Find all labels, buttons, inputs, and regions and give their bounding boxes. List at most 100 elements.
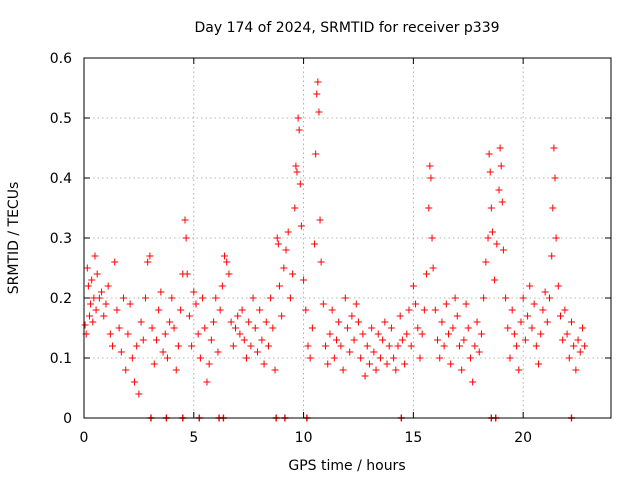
data-point: [348, 312, 356, 320]
data-point: [300, 276, 308, 284]
data-point: [182, 234, 190, 242]
data-point: [273, 234, 281, 242]
data-point: [548, 252, 556, 260]
data-point: [352, 300, 360, 308]
data-point: [168, 294, 176, 302]
data-point: [282, 246, 290, 254]
data-point: [192, 300, 200, 308]
data-point: [513, 342, 521, 350]
data-point: [133, 342, 141, 350]
data-point: [84, 282, 92, 290]
data-point: [485, 150, 493, 158]
data-point: [207, 336, 215, 344]
data-point: [205, 360, 213, 368]
data-point: [203, 378, 211, 386]
data-point: [286, 294, 294, 302]
x-axis-label: GPS time / hours: [288, 458, 405, 474]
data-point: [302, 306, 310, 314]
data-point: [258, 336, 266, 344]
data-point: [85, 312, 93, 320]
y-tick-label: 0.6: [50, 51, 72, 67]
data-point: [570, 342, 578, 350]
data-point: [328, 306, 336, 314]
data-point: [166, 318, 174, 326]
data-point: [426, 162, 434, 170]
data-point: [104, 282, 112, 290]
data-point: [242, 354, 250, 362]
data-point: [379, 336, 387, 344]
data-point: [115, 324, 123, 332]
data-point: [394, 342, 402, 350]
data-point: [365, 360, 373, 368]
data-point: [308, 324, 316, 332]
data-point: [398, 336, 406, 344]
data-point: [460, 336, 468, 344]
data-point: [238, 306, 246, 314]
data-point: [477, 330, 485, 338]
data-point: [185, 312, 193, 320]
data-point: [260, 360, 268, 368]
data-point: [190, 288, 198, 296]
axis-ticks: [83, 57, 611, 419]
data-point: [440, 342, 448, 350]
data-point: [407, 342, 415, 350]
data-point: [322, 342, 330, 350]
data-point: [409, 282, 417, 290]
data-point: [274, 240, 282, 248]
grid-lines: [84, 58, 611, 418]
data-point: [183, 270, 191, 278]
data-point: [559, 336, 567, 344]
data-point: [363, 342, 371, 350]
data-point: [517, 318, 525, 326]
y-tick-label: 0.5: [50, 111, 72, 127]
data-point: [487, 204, 495, 212]
data-point: [486, 168, 494, 176]
data-point: [293, 168, 301, 176]
data-point: [401, 360, 409, 368]
plot-area-frame: [83, 57, 612, 419]
data-point: [271, 366, 279, 374]
data-point: [311, 240, 319, 248]
data-point: [319, 300, 327, 308]
data-point: [471, 342, 479, 350]
data-point: [150, 360, 158, 368]
data-point: [289, 270, 297, 278]
data-point: [423, 270, 431, 278]
data-point: [135, 390, 143, 398]
data-point: [480, 294, 488, 302]
data-point: [556, 312, 564, 320]
data-point: [447, 360, 455, 368]
data-point: [341, 294, 349, 302]
data-point: [473, 318, 481, 326]
data-point: [496, 144, 504, 152]
data-point: [493, 240, 501, 248]
data-point: [314, 78, 322, 86]
data-point: [361, 372, 369, 380]
data-point: [317, 258, 325, 266]
data-point: [508, 306, 516, 314]
y-tick-label: 0.3: [50, 231, 72, 247]
x-tick-label: 5: [189, 430, 198, 446]
data-point: [425, 204, 433, 212]
data-point: [392, 366, 400, 374]
data-point: [227, 318, 235, 326]
x-tick-label: 0: [80, 430, 89, 446]
data-point: [552, 234, 560, 242]
data-point: [81, 321, 89, 329]
data-point: [572, 366, 580, 374]
data-point: [181, 216, 189, 224]
data-point: [330, 354, 338, 362]
data-point: [528, 324, 536, 332]
data-point: [576, 348, 584, 356]
data-point: [249, 294, 257, 302]
data-point: [381, 318, 389, 326]
data-point: [297, 222, 305, 230]
data-point: [234, 312, 242, 320]
data-point: [581, 342, 589, 350]
data-point: [510, 330, 518, 338]
data-point: [122, 366, 130, 374]
data-point: [296, 180, 304, 188]
data-point: [515, 366, 523, 374]
data-point: [229, 342, 237, 350]
data-point: [429, 264, 437, 272]
